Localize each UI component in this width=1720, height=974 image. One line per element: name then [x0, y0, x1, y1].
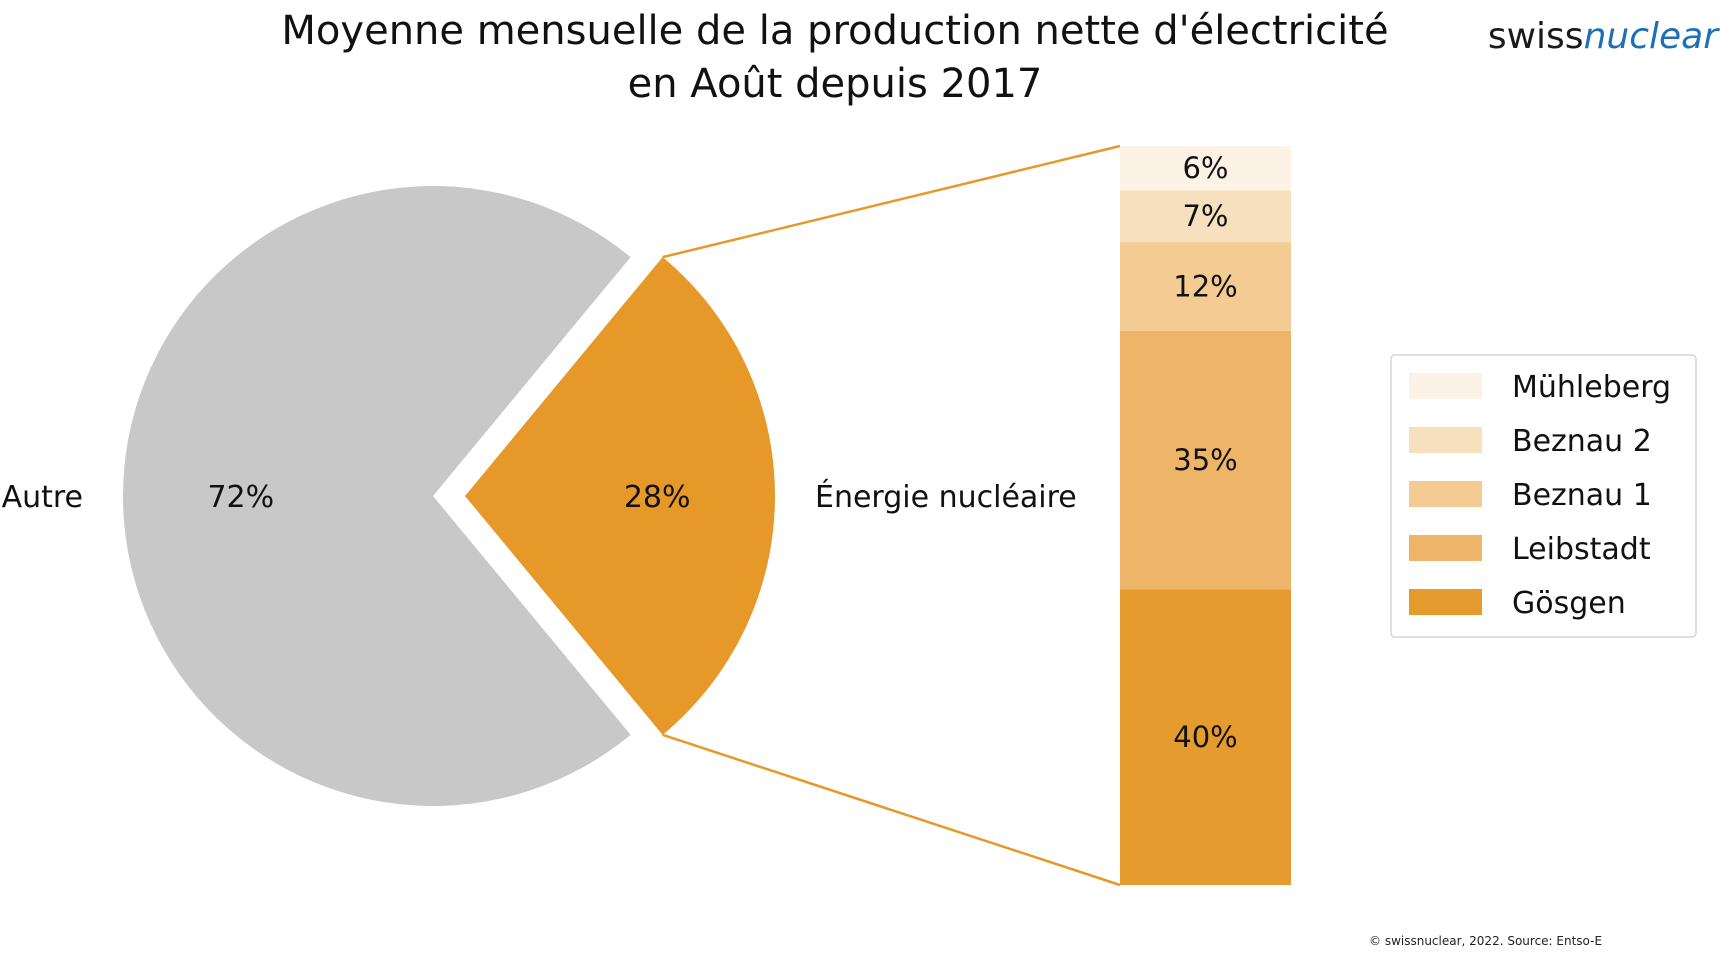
pie-value-label-energie-nucleaire: 28%: [624, 480, 691, 515]
connector-line-bottom: [662, 733, 1121, 887]
bar-value-label-gosgen: 40%: [1173, 720, 1237, 754]
swissnuclear-logo: swissnuclear: [1488, 16, 1720, 57]
legend-label-beznau-2: Beznau 2: [1512, 424, 1652, 459]
pie-slice-energie-nucleaire: [465, 257, 776, 735]
legend-swatch-leibstadt: [1409, 535, 1482, 561]
pie-category-label-energie-nucleaire: Énergie nucléaire: [815, 479, 1077, 515]
bar-segment-muhleberg: [1120, 146, 1291, 191]
bar-segment-beznau-2: [1120, 190, 1291, 243]
legend-label-gosgen: Gösgen: [1512, 586, 1626, 621]
legend-swatch-beznau-2: [1409, 427, 1482, 453]
source-note: © swissnuclear, 2022. Source: Entso-E: [1369, 934, 1602, 948]
legend-swatch-beznau-1: [1409, 481, 1482, 507]
legend-label-beznau-1: Beznau 1: [1512, 478, 1652, 513]
bar-value-label-muhleberg: 6%: [1182, 151, 1228, 185]
bar-segment-leibstadt: [1120, 330, 1291, 590]
bar-value-label-beznau-1: 12%: [1173, 269, 1237, 303]
pie-chart: 28% Énergie nucléaire 72% Autre: [2, 186, 1077, 806]
legend-swatch-muhleberg: [1409, 373, 1482, 399]
pie-slice-autre: [122, 186, 631, 806]
connector-line-top: [662, 144, 1121, 259]
stacked-bar: 40% 35% 12% 7% 6%: [1120, 146, 1291, 885]
legend-label-muhleberg: Mühleberg: [1512, 370, 1671, 405]
bar-value-label-leibstadt: 35%: [1173, 443, 1237, 477]
chart-title-line1: Moyenne mensuelle de la production nette…: [281, 8, 1388, 54]
pie-value-label-autre: 72%: [207, 480, 274, 515]
legend-label-leibstadt: Leibstadt: [1512, 532, 1651, 567]
chart-title-line2: en Août depuis 2017: [628, 61, 1043, 107]
bar-segment-gosgen: [1120, 589, 1291, 885]
logo-part-swiss: swiss: [1488, 16, 1584, 57]
legend: Mühleberg Beznau 2 Beznau 1 Leibstadt Gösgen: [1390, 354, 1697, 638]
bar-value-label-beznau-2: 7%: [1182, 199, 1228, 233]
bar-segment-beznau-1: [1120, 242, 1291, 331]
logo-part-nuclear: nuclear: [1584, 16, 1720, 57]
legend-frame: [1390, 354, 1697, 638]
pie-category-label-autre: Autre: [2, 480, 83, 515]
legend-swatch-gosgen: [1409, 589, 1482, 615]
